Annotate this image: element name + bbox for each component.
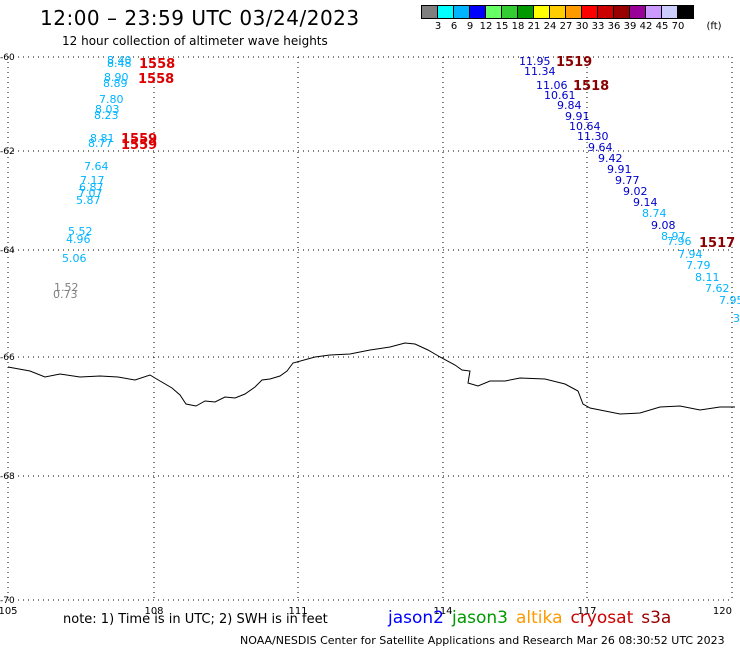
pass-id-label: 1559 <box>121 132 157 147</box>
color-scale-unit: (ft) <box>706 21 722 32</box>
wave-height-label: 8.74 <box>642 207 667 220</box>
wave-height-label: 10.61 <box>544 89 576 102</box>
wave-height-label: 9.02 <box>623 185 648 198</box>
wave-height-label: 8.23 <box>94 109 119 122</box>
wave-height-label: 8.77 <box>88 137 113 150</box>
wave-height-label: 5.52 <box>68 225 93 238</box>
map-title: 12:00 – 23:59 UTC 03/24/2023 <box>40 6 360 30</box>
color-scale-tick: 42 <box>639 21 653 32</box>
color-scale-tick: 21 <box>527 21 541 32</box>
latitude-label: -68 <box>0 472 15 482</box>
color-scale-tick: 45 <box>655 21 669 32</box>
wave-height-label: 7.94 <box>678 248 703 261</box>
wave-height-label: 11.30 <box>577 130 609 143</box>
wave-height-label: 8.97 <box>661 230 686 243</box>
wave-height-label: 9.91 <box>565 110 590 123</box>
color-scale-tick: 12 <box>479 21 493 32</box>
wave-height-label: 8.81 <box>90 132 115 145</box>
color-scale-tick: 30 <box>575 21 589 32</box>
wave-height-label: 4.96 <box>66 233 91 246</box>
wave-height-label: 11.95 <box>519 55 551 68</box>
color-scale-tick: 9 <box>466 21 474 32</box>
satellite-name-altika: altika <box>516 608 563 628</box>
wave-height-label: 6.87 <box>79 181 104 194</box>
pass-id-label: 1519 <box>556 55 592 70</box>
wave-height-label: 8.40 <box>107 54 132 67</box>
longitude-label: 114 <box>433 606 452 617</box>
wave-height-label: 9.91 <box>607 163 632 176</box>
color-scale-tick: 15 <box>495 21 509 32</box>
pass-id-label: 1517 <box>699 236 735 251</box>
pass-id-label: 1558 <box>139 57 175 72</box>
pass-id-label: 1558 <box>138 72 174 87</box>
wave-height-label: 7.80 <box>99 93 124 106</box>
wave-height-label: 9.64 <box>588 141 613 154</box>
color-scale-tick: 18 <box>511 21 525 32</box>
lat-lon-grid <box>7 56 733 601</box>
latitude-label: -64 <box>0 246 15 256</box>
latitude-label: -60 <box>0 53 15 63</box>
wave-height-label: 7.07 <box>78 187 103 200</box>
color-scale-tick: 33 <box>591 21 605 32</box>
color-swatch <box>677 5 694 19</box>
longitude-label: 108 <box>144 606 163 617</box>
longitude-label: 111 <box>288 606 307 617</box>
color-scale-swatches <box>421 5 694 19</box>
satellite-name-s3a: s3a <box>641 608 672 628</box>
color-scale-legend: 3 6 9 12 15 18 21 24 27 30 33 36 39 42 45 70 (ft) <box>421 5 722 33</box>
wave-height-label: 9.84 <box>557 99 582 112</box>
wave-height-label: 10.64 <box>569 120 601 133</box>
wave-height-labels: 8.408.488.908.89 7.808.038.23 8.818.77 7.64… <box>53 54 740 325</box>
wave-height-label: 5.87 <box>76 194 101 207</box>
longitude-label: 120 <box>713 606 732 617</box>
color-scale-tick: 70 <box>671 21 685 32</box>
wave-height-label: 7.96 <box>667 235 692 248</box>
satellite-name-jason2: jason2 <box>388 608 444 628</box>
color-scale-tick: 3 <box>434 21 442 32</box>
wave-height-label: 9.14 <box>633 196 658 209</box>
coastline <box>7 342 735 415</box>
color-scale-tick: 24 <box>543 21 557 32</box>
latitude-labels: -60 -62 -64 -66 -68 -70 <box>0 53 15 606</box>
latitude-label: -62 <box>0 147 15 157</box>
footer-note: note: 1) Time is in UTC; 2) SWH is in fe… <box>63 612 328 627</box>
wave-height-label: 0.73 <box>53 288 78 301</box>
wave-height-label: 9.42 <box>598 152 623 165</box>
latitude-label: -66 <box>0 353 15 363</box>
wave-height-label: 9.08 <box>651 219 676 232</box>
map-subtitle: 12 hour collection of altimeter wave hei… <box>62 34 328 48</box>
color-scale-tick: 39 <box>623 21 637 32</box>
wave-height-label: 8.90 <box>104 71 129 84</box>
wave-height-label: 8.03 <box>95 103 120 116</box>
wave-height-label: 11.06 <box>536 79 568 92</box>
color-scale-tick: 27 <box>559 21 573 32</box>
wave-height-label: 11.34 <box>524 65 556 78</box>
wave-height-label: 7.79 <box>686 259 711 272</box>
color-scale-tick: 36 <box>607 21 621 32</box>
wave-height-label: 8.11 <box>695 271 720 284</box>
satellite-name-jason3: jason3 <box>452 608 508 628</box>
latitude-label: -70 <box>0 596 15 606</box>
wave-height-label: 3. <box>733 312 740 325</box>
color-scale-ticks: 3 6 9 12 15 18 21 24 27 30 33 36 39 42 45 70 (ft) <box>421 19 722 33</box>
wave-height-label: 7.17 <box>80 174 105 187</box>
satellite-name-cryosat: cryosat <box>570 608 634 628</box>
wave-height-label: 5.06 <box>62 252 87 265</box>
wave-height-label: 7.64 <box>84 160 109 173</box>
pass-id-label: 1518 <box>573 79 609 94</box>
pass-id-label: 1559 <box>121 138 157 153</box>
credit-line: NOAA/NESDIS Center for Satellite Applica… <box>240 634 725 647</box>
satellite-legend: jason2 jason3 altika cryosat s3a <box>388 608 679 628</box>
longitude-label: 117 <box>577 606 596 617</box>
wave-height-label: 1.52 <box>54 281 79 294</box>
wave-height-label: 8.89 <box>103 77 128 90</box>
wave-height-label: 9.77 <box>615 174 640 187</box>
wave-height-label: 7.62 <box>705 282 730 295</box>
color-scale-tick: 6 <box>450 21 458 32</box>
longitude-labels: 105 108 111 114 117 120 <box>0 606 732 617</box>
longitude-label: 105 <box>0 606 18 617</box>
wave-height-label: 7.95 <box>719 294 740 307</box>
wave-height-label: 8.48 <box>107 57 132 70</box>
